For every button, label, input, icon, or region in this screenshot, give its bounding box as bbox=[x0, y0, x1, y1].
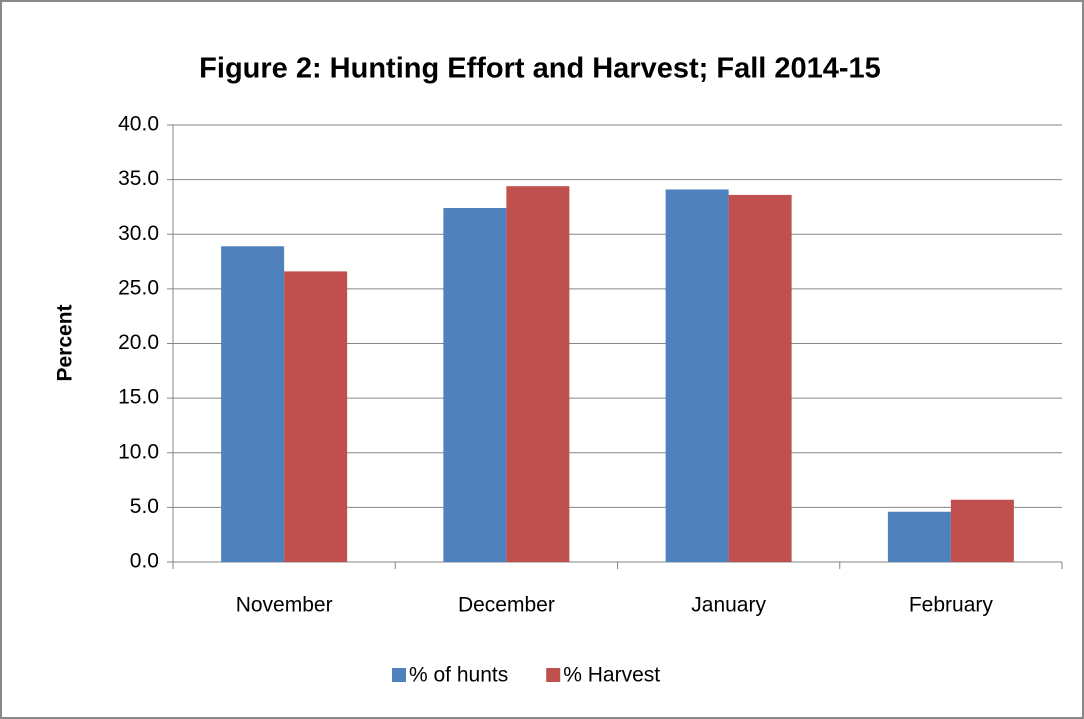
bar bbox=[950, 499, 1014, 562]
bar bbox=[506, 186, 570, 562]
y-tick-label: 25.0 bbox=[118, 276, 159, 299]
bar bbox=[443, 208, 507, 562]
x-tick-label: February bbox=[909, 594, 994, 617]
y-tick-label: 40.0 bbox=[118, 113, 159, 136]
y-tick-label: 20.0 bbox=[118, 331, 159, 354]
legend-swatch bbox=[546, 668, 561, 682]
bar bbox=[221, 246, 285, 562]
y-tick-label: 10.0 bbox=[118, 440, 159, 463]
legend-swatch bbox=[392, 668, 406, 682]
bar bbox=[887, 511, 951, 562]
y-tick-label: 35.0 bbox=[118, 167, 159, 190]
y-tick-label: 30.0 bbox=[118, 222, 159, 245]
x-tick-label: January bbox=[691, 594, 766, 617]
bar bbox=[728, 194, 792, 563]
x-tick-label: December bbox=[458, 594, 555, 617]
y-tick-label: 5.0 bbox=[130, 495, 159, 518]
legend-label: % of hunts bbox=[409, 664, 508, 687]
y-tick-label: 15.0 bbox=[118, 386, 159, 409]
bar bbox=[284, 271, 348, 562]
y-axis-label: Percent bbox=[54, 304, 77, 381]
bar bbox=[665, 189, 729, 562]
chart-title: Figure 2: Hunting Effort and Harvest; Fa… bbox=[199, 53, 881, 85]
x-tick-label: November bbox=[236, 594, 333, 617]
legend-label: % Harvest bbox=[563, 664, 660, 687]
y-tick-label: 0.0 bbox=[130, 550, 159, 573]
